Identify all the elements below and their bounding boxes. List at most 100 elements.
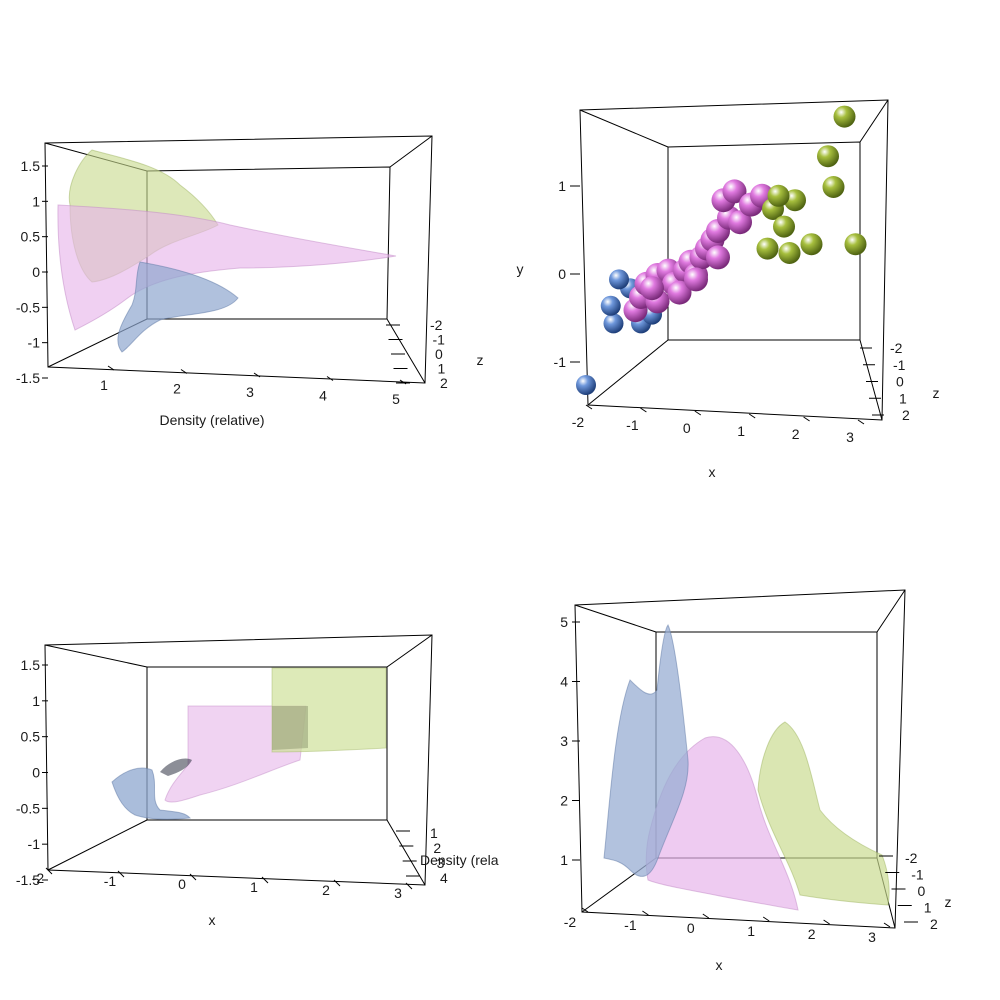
p3-surface-pink (164, 705, 307, 803)
p2-point-33 (778, 242, 801, 264)
p3-zt-label-0: 1 (430, 825, 438, 841)
p1-y-tick-labels: 1.5 1 0.5 0 -0.5 -1 -1.5 (16, 158, 48, 386)
p2-point-2 (600, 295, 621, 316)
p2-point-29 (640, 276, 664, 301)
p2-z-axis-label: z (933, 385, 940, 401)
p1-surface-blue (117, 261, 239, 353)
p2-yt-label-1: 0 (558, 266, 566, 282)
p3-zt-label-1: 2 (433, 840, 441, 856)
p1-xt-mark-1 (180, 369, 188, 374)
p4-xt-label-0: -2 (564, 914, 577, 930)
p1-zt-label-2: 0 (435, 346, 443, 362)
p1-xt-label-4: 5 (392, 391, 400, 407)
p3-yt-label-6: -1.5 (16, 872, 40, 888)
p3-zt-label-2: 3 (437, 855, 445, 871)
p3-y-tick-labels: 1.5 1 0.5 0 -0.5 -1 -1.5 (16, 657, 48, 888)
p2-point-4 (609, 269, 629, 290)
p3-surfaces (111, 667, 387, 820)
p3-yt-label-0: 1.5 (21, 657, 41, 673)
p3-xt-mark-2 (189, 873, 197, 881)
p4-xt-label-5: 3 (868, 929, 876, 945)
p4-xt-label-2: 0 (687, 920, 695, 936)
p2-point-38 (844, 233, 867, 256)
p1-xt-mark-0 (107, 365, 115, 371)
p3-xt-label-5: 3 (394, 885, 402, 901)
p2-xt-label-5: 3 (846, 429, 854, 445)
p2-zt-label-2: 0 (896, 374, 904, 390)
p1-zt-label-4: 2 (440, 375, 448, 391)
p3-xt-label-2: 0 (178, 876, 186, 892)
p2-point-1 (603, 313, 624, 334)
p4-xt-mark-1 (642, 910, 649, 916)
p4-zt-label-1: -1 (911, 867, 924, 883)
p2-xt-mark-1 (640, 407, 647, 413)
p1-yt-label-4: -0.5 (16, 299, 40, 315)
p4-yt-label-2: 3 (560, 733, 568, 749)
p3-x-tick-labels: -2 -1 0 1 2 3 (32, 867, 413, 901)
p2-xt-label-4: 2 (792, 426, 800, 442)
p1-zt-label-0: -2 (430, 317, 443, 333)
p3-xt-label-0: -2 (32, 870, 45, 886)
p4-xt-label-4: 2 (808, 926, 816, 942)
p4-xt-label-1: -1 (624, 917, 637, 933)
p1-xt-label-1: 2 (173, 381, 181, 397)
p3-surface-blue (111, 767, 191, 820)
p4-yt-label-3: 2 (560, 793, 568, 809)
p1-x-tick-labels: 1 2 3 4 5 (100, 365, 407, 407)
p4-z-axis-label: z (945, 894, 952, 910)
p4-x-axis-label: x (716, 957, 723, 973)
p2-xt-mark-0 (585, 404, 593, 410)
p4-zt-label-3: 1 (924, 900, 932, 916)
p2-point-41 (756, 237, 779, 260)
p2-x-axis-label: x (709, 464, 716, 480)
p4-xt-mark-4 (823, 919, 830, 925)
p4-yt-label-1: 4 (560, 674, 568, 690)
p2-xt-label-2: 0 (683, 420, 691, 436)
p1-surfaces (57, 149, 397, 353)
p4-xt-mark-3 (762, 916, 770, 922)
p1-yt-label-6: -1.5 (16, 370, 40, 386)
p4-xt-label-3: 1 (747, 923, 755, 939)
p4-y-tick-labels: 5 4 3 2 1 (560, 614, 580, 868)
p2-point-32 (773, 215, 795, 238)
p2-x-tick-labels: -2 -1 0 1 2 3 (572, 404, 865, 445)
p3-xt-mark-1 (117, 870, 125, 878)
p2-point-24 (728, 210, 752, 235)
p4-yt-label-0: 5 (560, 614, 568, 630)
p2-point-28 (684, 267, 708, 292)
p3-xt-label-1: -1 (104, 873, 117, 889)
p1-yt-label-1: 1 (32, 193, 40, 209)
p4-xt-mark-2 (702, 913, 710, 919)
p1-z-axis-label: z (477, 352, 484, 368)
p4-yt-label-4: 1 (560, 852, 568, 868)
p3-yt-label-2: 0.5 (21, 729, 41, 745)
p3-xt-mark-4 (333, 879, 341, 887)
p2-point-37 (822, 176, 845, 198)
p1-yt-label-2: 0.5 (21, 229, 41, 245)
p2-xt-label-0: -2 (572, 414, 585, 430)
p1-yt-label-0: 1.5 (21, 158, 41, 174)
p2-y-axis-label: y (517, 261, 524, 277)
p2-point-36 (817, 145, 839, 168)
p2-point-30 (706, 245, 730, 270)
p2-yt-label-2: -1 (554, 354, 567, 370)
p3-xt-label-4: 2 (322, 882, 330, 898)
p3-xt-label-3: 1 (250, 879, 258, 895)
p2-yt-label-0: 1 (558, 178, 566, 194)
p3-xt-mark-0 (45, 867, 53, 875)
p3-x-axis-label: x (209, 912, 216, 928)
p3-surface-overlap (272, 706, 308, 750)
p3-yt-label-3: 0 (32, 765, 40, 781)
p3-yt-label-1: 1 (32, 693, 40, 709)
p1-xt-label-0: 1 (100, 377, 108, 393)
p2-point-34 (784, 189, 806, 212)
p3-surface-dark (160, 758, 192, 776)
p1-yt-label-3: 0 (32, 264, 40, 280)
p2-point-39 (833, 105, 856, 128)
p1-zt-label-1: -1 (433, 332, 446, 348)
